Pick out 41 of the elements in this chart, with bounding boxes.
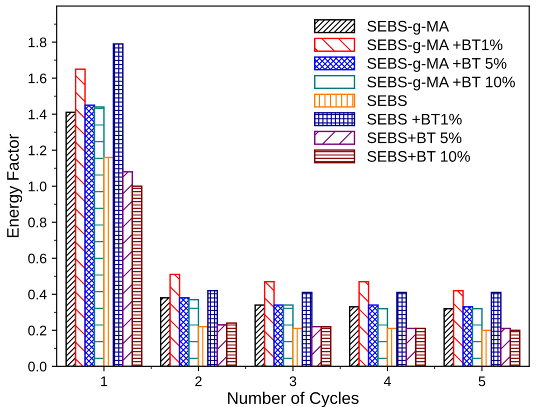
- x-tick-label: 2: [195, 376, 202, 386]
- legend-label: SEBS+BT 5%: [367, 132, 462, 144]
- x-tick-label: 5: [478, 376, 486, 386]
- bar: [188, 298, 200, 366]
- y-axis-title: Energy Factor: [7, 134, 22, 238]
- bar: [396, 292, 408, 366]
- bar: [358, 280, 370, 366]
- bar: [226, 322, 237, 366]
- y-tick-label: 1.2: [28, 146, 46, 156]
- legend-label: SEBS-g-MA +BT 10%: [367, 76, 515, 90]
- bar: [207, 290, 218, 366]
- bar: [112, 43, 124, 366]
- y-tick-label: 1.4: [28, 110, 47, 120]
- legend-label: SEBS-g-MA +BT1%: [367, 39, 502, 54]
- y-tick-label: 0.6: [28, 254, 46, 264]
- bar: [377, 308, 388, 366]
- bar: [490, 292, 502, 366]
- x-axis-title: Number of Cycles: [228, 392, 359, 407]
- legend-label: SEBS: [367, 95, 407, 106]
- x-tick-label: 1: [101, 376, 108, 386]
- legend-label: SEBS-g-MA +BT 5%: [367, 58, 506, 72]
- y-tick-label: 1.6: [28, 73, 46, 84]
- legend-label: SEBS-g-MA: [367, 20, 450, 35]
- y-tick-label: 1.0: [28, 182, 46, 192]
- y-tick-label: 0.2: [28, 326, 46, 336]
- bar: [302, 292, 313, 366]
- bar: [472, 308, 483, 366]
- y-tick-label: 0.4: [28, 290, 47, 300]
- bar: [132, 186, 142, 366]
- bar: [415, 328, 426, 366]
- bar: [320, 326, 332, 366]
- x-tick-label: 3: [290, 376, 296, 386]
- legend-label: SEBS+BT 10%: [367, 151, 470, 162]
- bar: [510, 330, 520, 366]
- bar: [282, 304, 294, 366]
- y-tick-label: 1.8: [28, 37, 46, 48]
- x-tick-label: 4: [384, 376, 391, 386]
- y-tick-label: 0.0: [28, 362, 46, 372]
- y-tick-label: 0.8: [28, 218, 46, 228]
- legend-label: SEBS +BT1%: [367, 114, 462, 125]
- bar: [264, 280, 275, 366]
